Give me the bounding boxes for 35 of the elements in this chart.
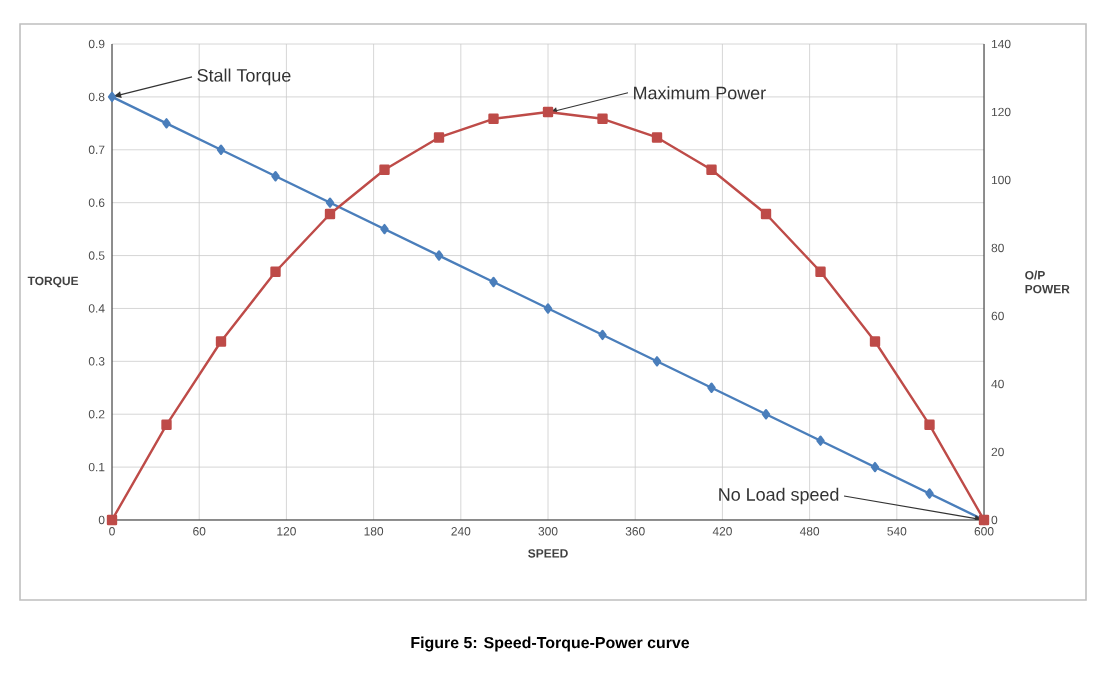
point [216, 144, 226, 155]
point [543, 303, 553, 314]
point [707, 382, 716, 393]
point [433, 132, 445, 143]
annotation: No Load speed [719, 487, 839, 505]
point [925, 488, 934, 499]
point [815, 266, 826, 277]
point [162, 118, 171, 129]
point [324, 208, 336, 220]
point [488, 113, 499, 124]
point [870, 461, 880, 473]
point [652, 356, 662, 367]
point [760, 208, 772, 220]
point [598, 329, 607, 341]
point [270, 266, 281, 277]
point [434, 250, 444, 261]
point [924, 419, 935, 430]
point [271, 171, 280, 182]
point [106, 514, 118, 526]
point [380, 223, 389, 235]
point [706, 164, 717, 175]
point [325, 197, 335, 208]
point [651, 132, 663, 143]
point [816, 435, 825, 446]
annotation: Stall Torque [197, 68, 291, 86]
annotation: Maximum Power [634, 86, 766, 100]
point [761, 409, 771, 420]
point [489, 276, 498, 288]
point [161, 419, 172, 430]
point [379, 164, 390, 175]
point [597, 113, 608, 124]
point [107, 91, 117, 103]
point [542, 106, 554, 118]
point [869, 336, 881, 347]
point [215, 336, 227, 347]
